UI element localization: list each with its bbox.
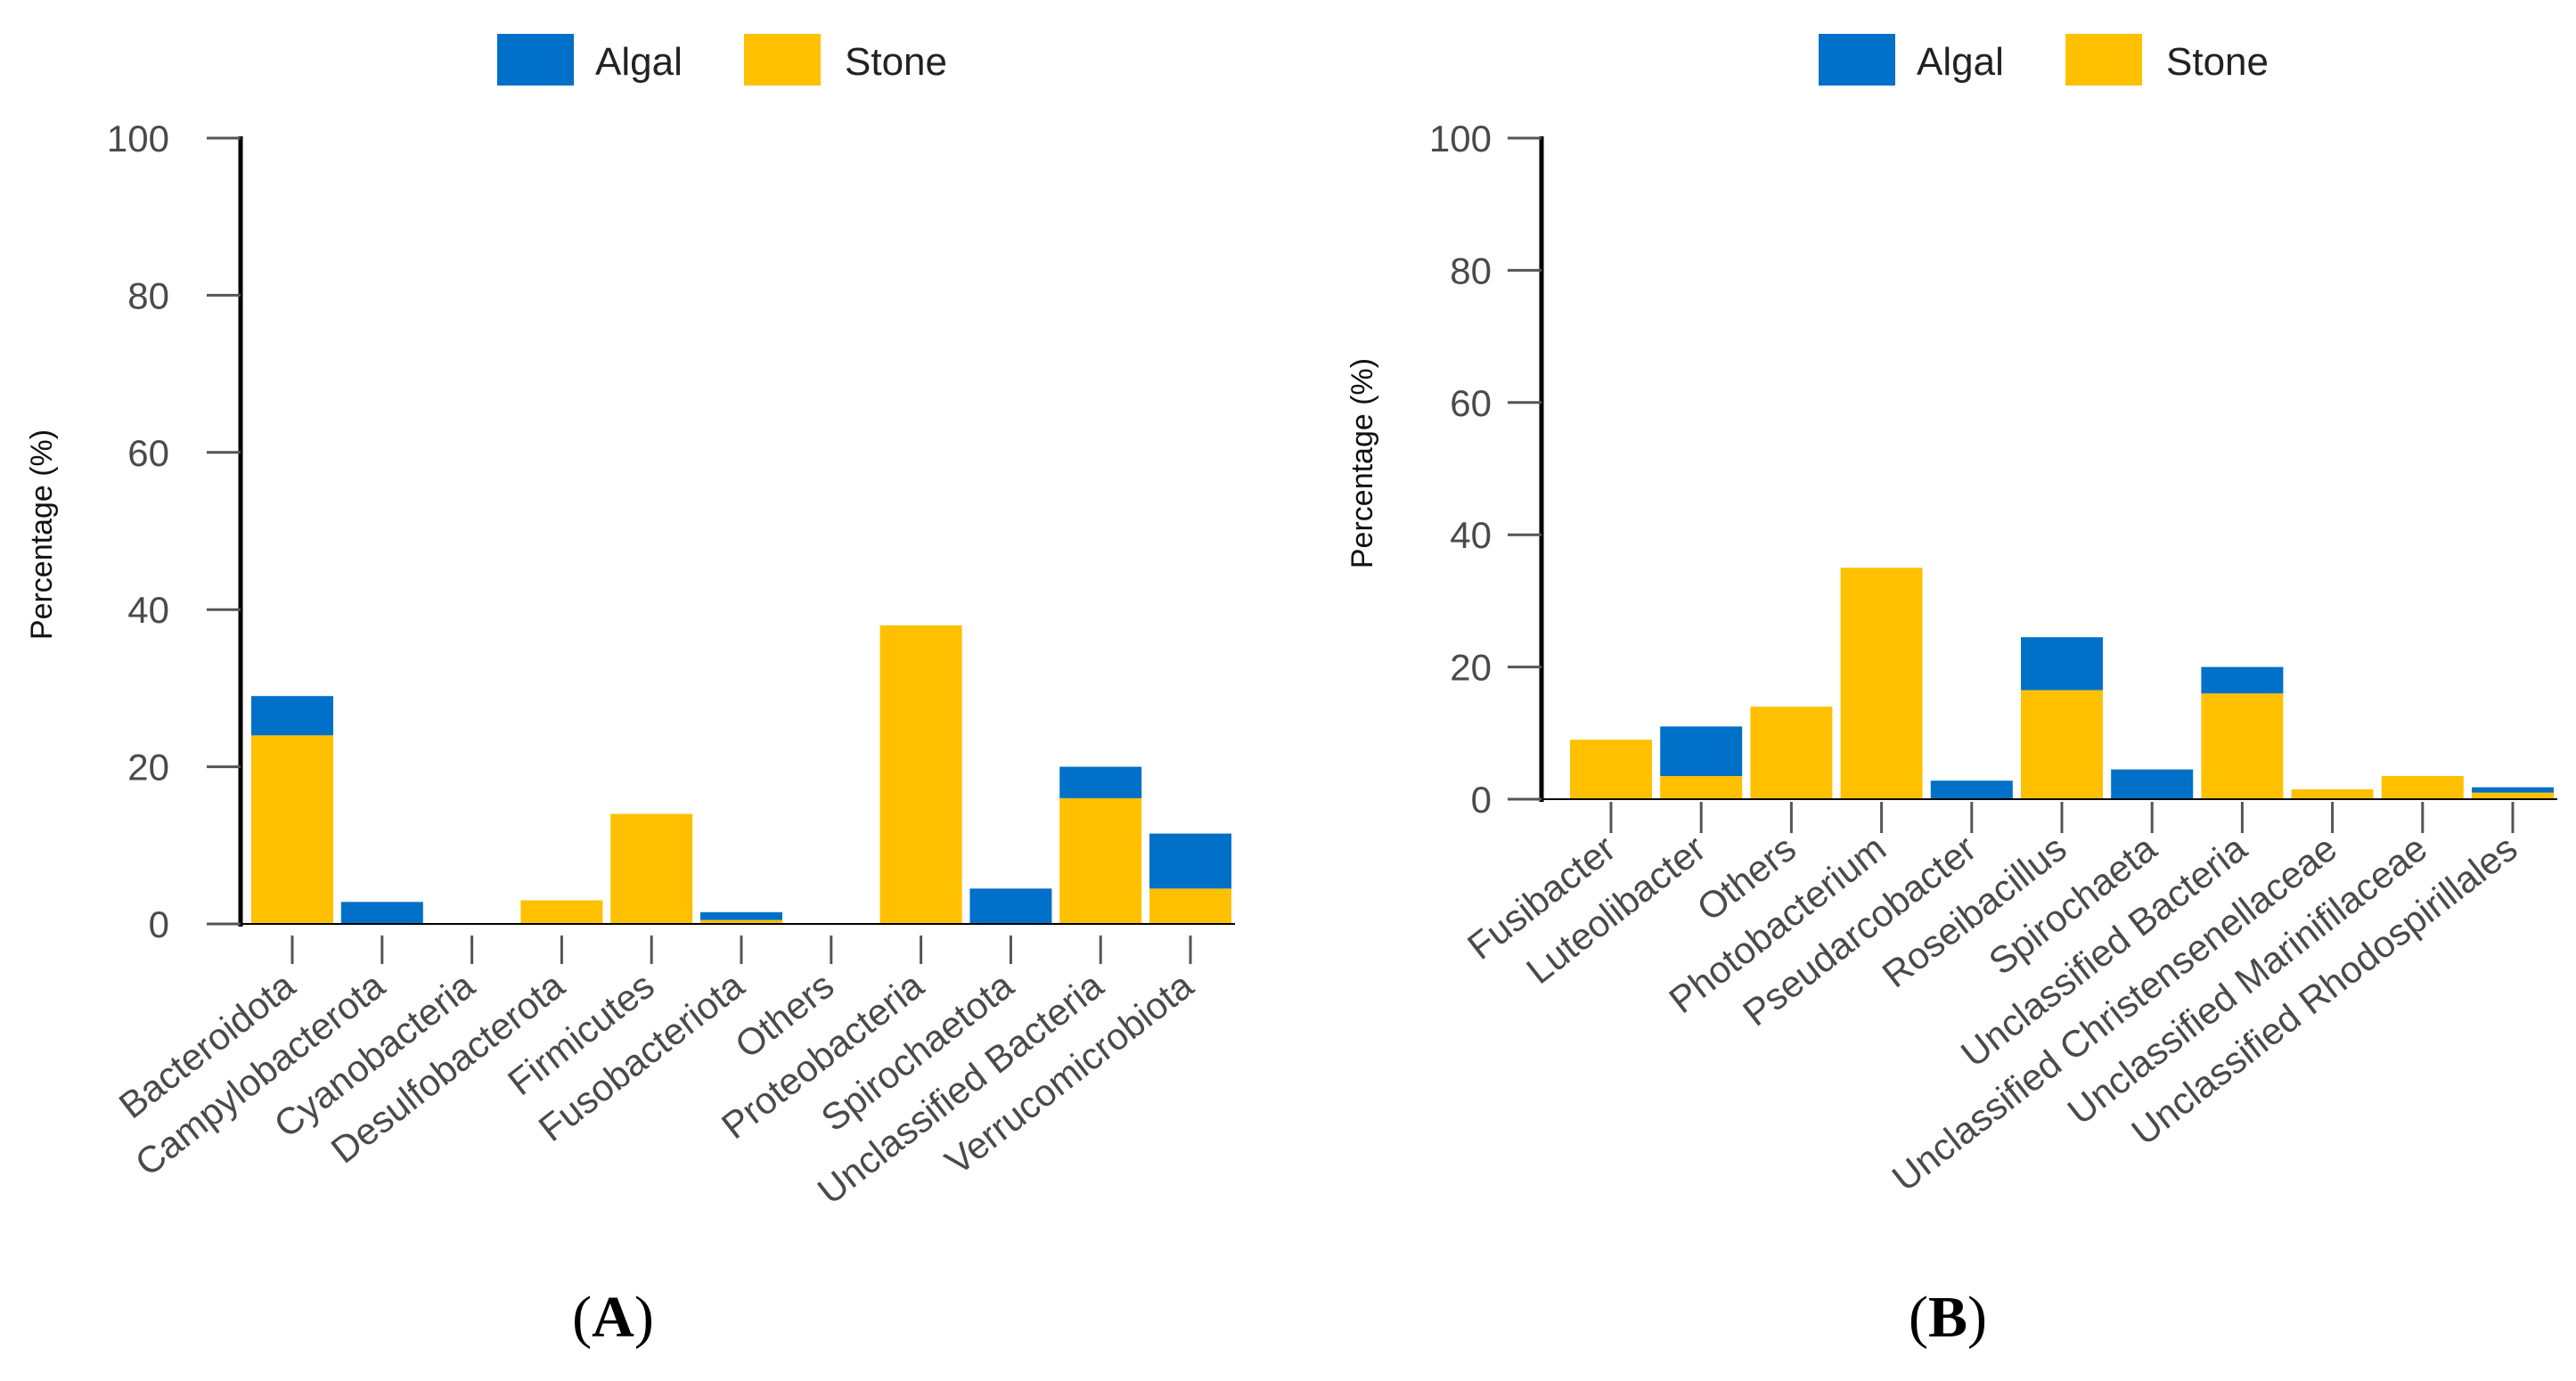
chart-b-legend-label-stone: Stone	[2166, 40, 2269, 84]
chart-a-bar-stone-desulfobacterota	[520, 900, 603, 924]
chart-a-y-tick-label-40: 40	[127, 589, 169, 631]
chart-b-legend-swatch-algal	[1819, 34, 1895, 86]
chart-a-y-tick-label-100: 100	[107, 118, 169, 159]
chart-b-bar-stone-unclassified-bacteria	[2201, 693, 2284, 799]
chart-a-panel-label: (A)	[572, 1285, 654, 1350]
chart-b-bar-stone-others	[1750, 707, 1833, 799]
chart-b-bar-stone-luteolibacter	[1660, 776, 1743, 799]
chart-b-panel-label: (B)	[1909, 1285, 1987, 1350]
chart-b-bar-algal-spirochaeta	[2111, 769, 2194, 799]
chart-a-bar-stone-verrucomicrobiota	[1149, 888, 1231, 924]
chart-b-bar-algal-unclassified-bacteria	[2201, 666, 2284, 694]
chart-a-bar-stone-firmicutes	[610, 813, 693, 924]
chart-b-y-tick-label-60: 60	[1450, 382, 1492, 424]
chart-b-legend-label-algal: Algal	[1917, 40, 2004, 84]
chart-b-bar-stone-photobacterium	[1840, 568, 1923, 799]
chart-a-legend-label-stone: Stone	[845, 40, 947, 84]
chart-b-bar-algal-luteolibacter	[1660, 726, 1743, 777]
chart-b-y-tick-label-20: 20	[1450, 647, 1492, 689]
chart-a-y-tick-label-0: 0	[149, 903, 169, 945]
chart-b-y-tick-label-100: 100	[1429, 118, 1492, 159]
chart-b-bar-algal-pseudarcobacter	[1930, 780, 2013, 799]
chart-a-bar-algal-campylobacterota	[340, 902, 423, 924]
chart-a-bar-algal-fusobacteriota	[700, 911, 782, 920]
chart-b-bar-stone-unclassified-rhodospirillales	[2472, 792, 2554, 799]
chart-a-legend-swatch-algal	[497, 34, 574, 86]
chart-b-y-tick-label-40: 40	[1450, 514, 1492, 556]
chart-a-bar-stone-proteobacteria	[879, 625, 962, 924]
chart-a-bar-algal-bacteroidota	[251, 696, 333, 736]
chart-b-y-axis-label: Percentage (%)	[1345, 358, 1379, 568]
chart-a-y-tick-label-20: 20	[127, 747, 169, 789]
chart-b-legend-swatch-stone	[2065, 34, 2142, 86]
chart-a-legend-label-algal: Algal	[595, 40, 683, 84]
chart-a-bar-algal-unclassified-bacteria	[1059, 766, 1142, 798]
chart-b-y-tick-label-0: 0	[1471, 779, 1492, 821]
chart-a-bar-stone-bacteroidota	[251, 735, 333, 924]
chart-b-bar-algal-roseibacillus	[2021, 637, 2103, 690]
chart-b-bar-stone-unclassified-marinifilaceae	[2381, 776, 2464, 799]
chart-a-bar-stone-unclassified-bacteria	[1059, 797, 1142, 924]
chart-a-bar-algal-spirochaetota	[969, 888, 1052, 924]
chart-b-bar-stone-unclassified-christensenellaceae	[2291, 789, 2374, 799]
chart-a-y-tick-label-60: 60	[127, 432, 169, 474]
chart-a-bar-stone-fusobacteriota	[700, 919, 782, 924]
chart-b-bar-algal-unclassified-rhodospirillales	[2472, 787, 2554, 793]
chart-a-bar-algal-verrucomicrobiota	[1149, 833, 1231, 889]
chart-a-y-tick-label-80: 80	[127, 274, 169, 316]
chart-b-y-tick-label-80: 80	[1450, 249, 1492, 291]
chart-a-y-axis-label: Percentage (%)	[25, 429, 59, 640]
chart-a-legend-swatch-stone	[744, 34, 821, 86]
chart-b-bar-stone-roseibacillus	[2021, 690, 2103, 799]
chart-b-bar-stone-fusibacter	[1570, 740, 1652, 799]
